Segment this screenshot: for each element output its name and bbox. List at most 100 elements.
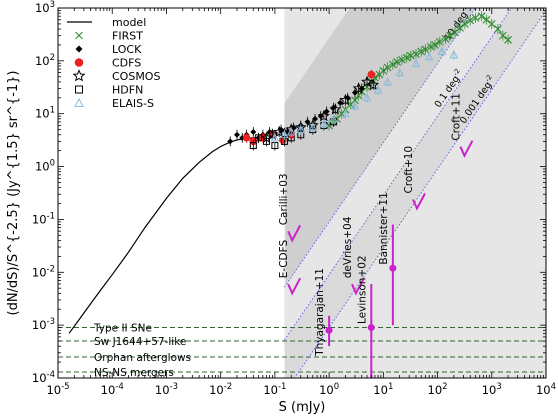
data-point [308,122,318,131]
data-point [341,109,350,118]
detection-point [325,326,333,334]
detection-label: Bannister+11 [378,192,390,264]
data-point-stroke [412,50,420,58]
data-point-stroke [466,16,475,25]
data-point [362,93,372,102]
x-tick-label: 10-2 [209,382,232,397]
detection-point [367,324,375,332]
data-point-stroke [406,51,415,60]
legend-label: model [112,16,146,29]
data-point [411,58,421,67]
plot-frame [57,7,547,379]
detections: Thyagarajan+11 Levinson+02 Bannister+11 [314,192,397,378]
x-tick-label: 101 [373,382,393,397]
data-point [383,63,392,72]
data-point [373,85,383,94]
legend-label: CDFS [112,57,141,70]
data-point [270,133,280,142]
data-point-stroke [351,96,359,105]
x-tick-label: 10-5 [46,382,69,397]
data-point-stroke [421,45,430,54]
data-point [255,134,263,142]
x-tick-label: 104 [536,382,556,397]
data-point [280,130,289,139]
data-point [351,96,359,105]
shade-wedge [284,8,476,286]
detection-point [389,264,397,272]
upper-limit-marker [412,193,426,211]
data-point [233,131,240,138]
data-point-stroke [446,31,454,40]
y-axis-label: (dN/dS)/S^{-2.5} (Jy^{1.5} sr^{-1}) [6,71,21,316]
detection-label: Thyagarajan+11 [314,268,326,357]
data-point [498,31,507,40]
model-line [68,136,259,334]
legend-swatch-stroke [75,31,83,40]
density-line [284,8,476,288]
data-point-stroke [477,12,486,21]
reference-line-label: Orphan afterglows [94,352,191,364]
legend-swatch [75,85,83,94]
data-point [471,13,480,22]
data-point [466,16,475,25]
shaded-regions [284,8,546,378]
data-point [449,50,459,59]
upper-limit-marker [287,277,302,296]
data-point [441,35,450,43]
data-point [424,52,434,61]
data-point [494,25,502,33]
upper-limit-label: deVries+04 [342,216,354,278]
data-point [379,66,388,75]
data-point-stroke [471,13,480,22]
data-point-stroke [435,37,444,46]
reference-line-label: Sw J1644+57-like [94,336,186,348]
data-point [426,42,435,51]
reference-line-label: NS-NS mergers [94,367,174,379]
legend-label: LOCK [112,43,142,56]
data-point [388,60,397,69]
data-point [286,127,296,136]
reference-line-label: Type II SNe [93,323,152,335]
x-tick-label: 10-4 [101,382,124,397]
y-tick-label: 100 [35,159,55,174]
data-point [504,35,512,44]
data-point-stroke [441,35,450,43]
x-tick-label: 100 [319,382,339,397]
y-tick-label: 10-3 [32,317,55,332]
data-point [451,28,459,36]
data-point-stroke [451,28,459,36]
data-point-stroke [461,20,469,28]
data-point-stroke [402,53,411,62]
data-point [435,37,444,46]
data-point [456,24,464,32]
data-point-stroke [388,60,397,69]
data-point [337,99,344,106]
data-point [227,138,234,145]
data-point [350,101,360,110]
axes [57,7,547,379]
data-point [393,58,402,66]
data-point [262,137,270,145]
data-points [227,11,512,151]
data-point [296,125,306,134]
detection-label: Levinson+02 [356,255,368,324]
data-point-stroke [504,35,512,44]
legend-swatch [75,45,83,53]
upper-limit-marker [287,224,302,243]
data-point [312,115,319,122]
model-curve [68,136,259,334]
data-point [319,119,329,128]
data-point-stroke [482,15,491,24]
data-point [339,93,352,106]
data-point [461,20,469,28]
data-point [421,45,430,54]
data-point-stroke [417,47,426,56]
y-tick-label: 103 [35,0,55,15]
x-tick-label: 10-1 [263,382,286,397]
y-tick-label: 102 [35,53,55,68]
y-tick-label: 10-2 [32,264,55,279]
data-point [361,75,374,87]
legend-label: HDFN [112,84,143,97]
